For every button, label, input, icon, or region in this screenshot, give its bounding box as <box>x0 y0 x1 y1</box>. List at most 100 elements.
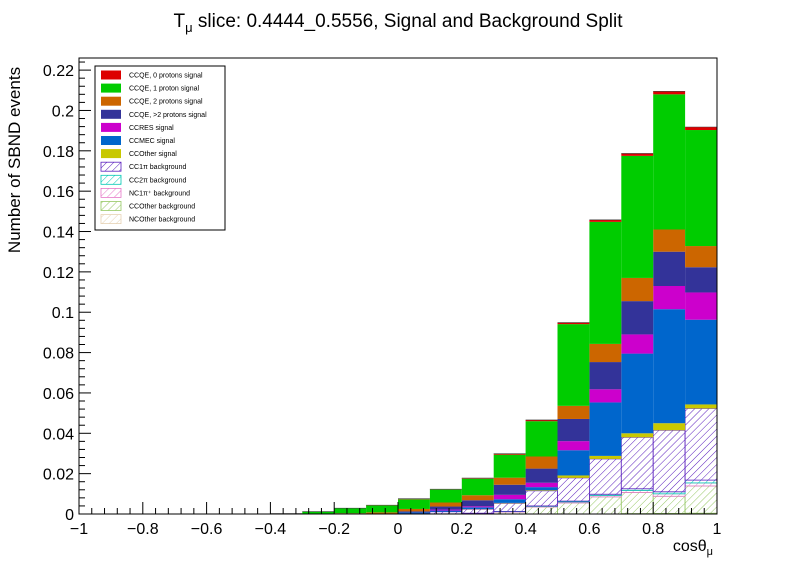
bar-segment <box>620 436 654 490</box>
bar-segment <box>557 418 590 442</box>
bar-segment <box>493 499 526 503</box>
bar-segment <box>557 441 590 451</box>
series-ccqe-1-proton-signal <box>270 94 717 514</box>
bar-segment <box>589 362 622 390</box>
legend-label: CC2π background <box>129 177 186 184</box>
series-ccqe-2-protons-signal <box>334 229 717 514</box>
x-tick-label: 0 <box>394 521 403 538</box>
x-tick-label: −1 <box>70 521 88 538</box>
y-tick-label: 0.16 <box>43 184 74 201</box>
bar-segment <box>589 455 622 459</box>
bar-segment <box>557 477 590 502</box>
bar-segment <box>525 506 558 515</box>
y-tick-label: 0.06 <box>43 386 74 403</box>
bar-segment <box>685 246 717 268</box>
legend-label: CCQE, 2 protons signal <box>129 99 203 106</box>
bar-segment <box>685 319 717 405</box>
legend-label: CCQE, >2 protons signal <box>129 112 207 119</box>
legend-swatch <box>100 187 122 198</box>
bar-segment <box>557 450 590 476</box>
bar-segment <box>684 479 718 484</box>
x-tick-label: −0.2 <box>318 521 350 538</box>
y-axis: 0 0.02 0.04 0.06 0.08 0.1 0.12 0.14 0.16 0.18 0.2 0… <box>5 61 91 524</box>
bar-segment <box>493 502 527 512</box>
y-tick-label: 0.02 <box>43 467 74 484</box>
bar-segment <box>525 487 558 491</box>
bar-segment <box>684 408 718 481</box>
x-tick-label: 1 <box>713 521 722 538</box>
x-tick-label: 0.4 <box>514 521 536 538</box>
bar-segment <box>621 433 654 438</box>
bar-segment <box>653 251 686 286</box>
bar-segment <box>621 155 654 278</box>
y-tick-label: 0.18 <box>43 144 74 161</box>
bar-segment <box>685 130 717 247</box>
bar-segment <box>652 429 686 493</box>
legend: CCQE, 0 protons signal CCQE, 1 proton sig… <box>94 65 226 231</box>
bar-segment <box>525 490 558 507</box>
legend-label: CCQE, 0 protons signal <box>129 73 203 80</box>
legend-swatch <box>101 122 121 132</box>
bar-segment <box>685 404 717 409</box>
bar-segment <box>493 453 526 455</box>
bar-segment <box>621 277 654 302</box>
y-tick-label: 0.1 <box>52 305 74 322</box>
series-ccqe-0-protons-signal <box>334 91 717 509</box>
x-tick-label: −0.8 <box>127 521 159 538</box>
bar-segment <box>589 402 622 456</box>
bar-segment <box>366 512 398 514</box>
bar-segment <box>620 492 654 514</box>
bar-segment <box>589 221 622 344</box>
x-tick-label: 0.2 <box>451 521 473 538</box>
bar-segment <box>589 458 622 495</box>
legend-label: CC1π background <box>129 164 186 171</box>
legend-swatch <box>100 201 122 211</box>
bar-segment <box>461 508 495 514</box>
bar-segment <box>653 423 686 431</box>
bar-segment <box>461 506 494 508</box>
bar-segment <box>493 494 526 500</box>
legend-swatch <box>100 214 122 225</box>
bar-segment <box>525 456 558 469</box>
y-tick-label: 0.12 <box>43 265 74 282</box>
series-ccmec-signal <box>334 309 717 514</box>
bar-segment <box>684 485 718 514</box>
bar-segment <box>461 478 494 479</box>
bar-segment <box>653 91 686 95</box>
legend-swatch <box>101 109 121 119</box>
bar-segment <box>493 477 526 485</box>
legend-swatch <box>100 161 122 172</box>
bar-segment <box>589 389 622 403</box>
legend-swatch <box>101 149 121 159</box>
bar-segment <box>653 309 686 424</box>
bar-segment <box>557 405 590 419</box>
bar-segment <box>653 229 686 252</box>
bar-segment <box>557 324 590 406</box>
x-tick-label: −0.6 <box>191 521 223 538</box>
bar-segment <box>621 353 654 434</box>
bar-segment <box>525 490 558 491</box>
bar-segment <box>589 343 622 363</box>
legend-label: CCOther background <box>129 204 195 211</box>
bar-segment <box>557 322 590 325</box>
x-tick-label: 0.8 <box>642 521 664 538</box>
legend-label: CCMEC signal <box>129 138 175 145</box>
bar-segment <box>557 502 590 515</box>
series-cc1-background <box>397 408 718 515</box>
x-axis-label: cosθμ <box>673 538 713 558</box>
bar-segment <box>334 508 367 514</box>
y-tick-label: 0.22 <box>43 63 74 80</box>
legend-label: CCQE, 1 proton signal <box>129 86 199 93</box>
y-tick-label: 0 <box>65 507 74 524</box>
bar-segment <box>493 484 526 495</box>
bar-segment <box>429 509 462 511</box>
bar-segment <box>685 292 717 320</box>
bar-segment <box>589 219 622 222</box>
legend-swatch <box>101 83 121 93</box>
bar-segment <box>461 507 494 509</box>
bar-segment <box>461 500 494 507</box>
series-ccqe-2-protons-signal <box>398 251 717 513</box>
legend-label: NC1π⁺ background <box>129 190 190 197</box>
y-tick-label: 0.04 <box>43 426 74 443</box>
